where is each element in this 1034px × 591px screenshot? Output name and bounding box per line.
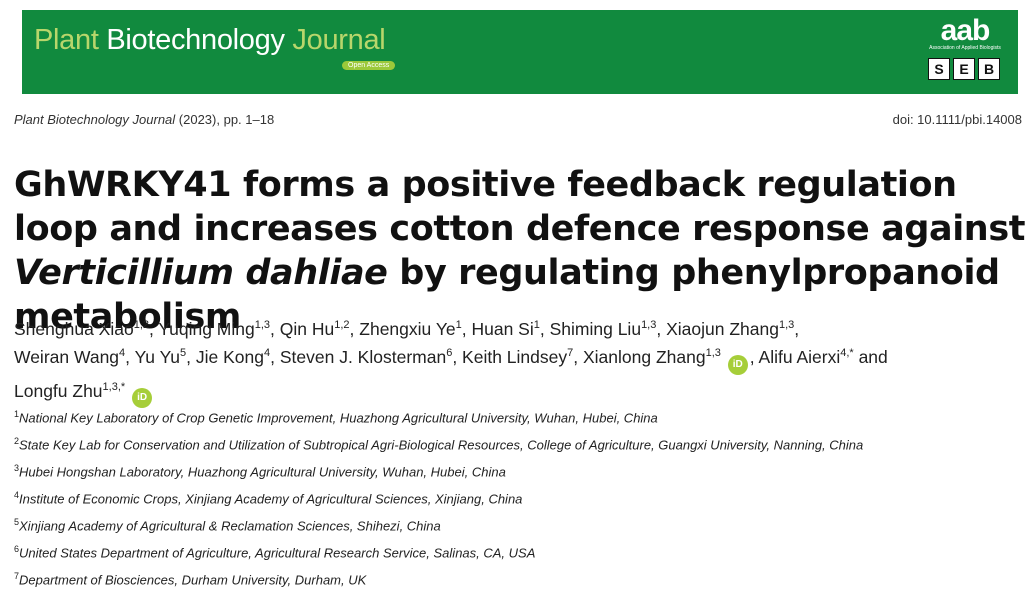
affiliation-text: National Key Laboratory of Crop Genetic …	[19, 410, 658, 426]
author-name[interactable]: Alifu Aierxi	[758, 346, 841, 367]
affiliation-item: 6United States Department of Agriculture…	[14, 538, 1029, 565]
author-affiliation-sup: 7	[567, 346, 574, 359]
author-affiliation-sup: 1,2	[334, 319, 350, 331]
journal-logo-text: Plant Biotechnology Journal	[34, 24, 386, 57]
author-affiliation-sup: 4,*	[840, 346, 854, 359]
author-affiliation-sup: 1	[533, 319, 540, 331]
author-name[interactable]: Jie Kong	[195, 346, 264, 367]
affiliation-number: 3	[14, 462, 20, 473]
affiliation-number: 1	[14, 409, 20, 419]
affiliation-text: United States Department of Agriculture,…	[19, 544, 536, 560]
affiliation-number: 4	[14, 489, 20, 500]
citation-pages: (2023), pp. 1–18	[175, 112, 275, 127]
affiliation-item: 3Hubei Hongshan Laboratory, Huazhong Agr…	[14, 457, 1029, 484]
author-name[interactable]: Shiming Liu	[549, 318, 642, 339]
author-affiliation-sup: 1,3	[641, 319, 657, 331]
author-affiliation-sup: 6	[446, 346, 453, 359]
author-affiliation-sup: 1	[455, 319, 462, 331]
article-title: GhWRKY41 forms a positive feedback regul…	[14, 163, 1029, 339]
author-list: Shenghua Xiao1,2, Yuqing Ming1,3, Qin Hu…	[14, 313, 1029, 409]
title-part2: by regulating phenylpropanoid metabolism	[14, 253, 1000, 337]
author-name[interactable]: Yu Yu	[134, 346, 181, 367]
author-name[interactable]: Yuqing Ming	[158, 318, 255, 339]
journal-banner: Plant Biotechnology Journal Open Access …	[22, 10, 1018, 94]
aab-logo: aab	[940, 14, 991, 47]
author-affiliation-sup: 1,3	[705, 346, 721, 359]
journal-logo-word-journal: Journal	[292, 24, 386, 56]
author-name[interactable]: Keith Lindsey	[462, 346, 568, 367]
affiliation-item: 1National Key Laboratory of Crop Genetic…	[14, 403, 1029, 430]
affiliation-text: Institute of Economic Crops, Xinjiang Ac…	[19, 491, 523, 507]
affiliation-number: 5	[14, 516, 20, 527]
author-affiliation-sup: 4	[264, 346, 271, 359]
affiliation-item: 2State Key Lab for Conservation and Util…	[14, 430, 1029, 457]
author-name[interactable]: Longfu Zhu	[14, 380, 103, 401]
author-name[interactable]: Xianlong Zhang	[582, 346, 706, 367]
author-name[interactable]: Qin Hu	[279, 318, 335, 339]
author-name[interactable]: Huan Si	[471, 318, 534, 339]
author-name[interactable]: Weiran Wang	[14, 346, 120, 367]
author-name[interactable]: Xiaojun Zhang	[666, 318, 779, 339]
seb-letter-b: B	[978, 58, 1000, 80]
title-part1: GhWRKY41 forms a positive feedback regul…	[14, 165, 1026, 249]
author-name[interactable]: Steven J. Klosterman	[279, 346, 447, 367]
orcid-icon[interactable]: iD	[132, 388, 153, 409]
author-name[interactable]: Shenghua Xiao	[14, 318, 134, 339]
seb-letter-s: S	[928, 58, 950, 80]
citation-line: Plant Biotechnology Journal (2023), pp. …	[14, 112, 274, 127]
author-affiliation-sup: 1,2	[133, 319, 149, 331]
title-italic-species: Verticillium dahliae	[14, 253, 388, 293]
author-affiliation-sup: 1,3	[778, 319, 795, 331]
affiliation-number: 6	[14, 543, 20, 554]
author-and: and	[853, 346, 888, 367]
affiliation-item: 4Institute of Economic Crops, Xinjiang A…	[14, 484, 1029, 511]
journal-logo-word-plant: Plant	[34, 24, 99, 56]
open-access-badge: Open Access	[342, 61, 396, 70]
seb-logo: S E B	[928, 58, 1000, 80]
author-affiliation-sup: 1,3,*	[102, 380, 126, 393]
aab-subtitle: Association of Applied Biologists	[929, 45, 1001, 51]
seb-letter-e: E	[953, 58, 975, 80]
citation-journal: Plant Biotechnology Journal	[14, 112, 176, 127]
orcid-icon[interactable]: iD	[727, 354, 748, 375]
affiliation-text: Hubei Hongshan Laboratory, Huazhong Agri…	[19, 464, 506, 480]
author-affiliation-sup: 4	[119, 346, 126, 359]
affiliation-text: Department of Biosciences, Durham Univer…	[19, 571, 367, 587]
affiliation-text: State Key Lab for Conservation and Utili…	[19, 437, 864, 453]
author-affiliation-sup: 1,3	[254, 319, 271, 331]
author-name[interactable]: Zhengxiu Ye	[359, 318, 456, 339]
doi-link[interactable]: doi: 10.1111/pbi.14008	[892, 112, 1022, 127]
affiliation-item: 5Xinjiang Academy of Agricultural & Recl…	[14, 511, 1029, 538]
affiliation-number: 2	[14, 435, 20, 446]
affiliation-list: 1National Key Laboratory of Crop Genetic…	[14, 403, 1029, 591]
affiliation-item: 7Department of Biosciences, Durham Unive…	[14, 565, 1029, 591]
affiliation-text: Xinjiang Academy of Agricultural & Recla…	[19, 518, 441, 534]
author-affiliation-sup: 5	[180, 346, 187, 359]
journal-logo-word-biotech: Biotechnology	[98, 24, 293, 56]
